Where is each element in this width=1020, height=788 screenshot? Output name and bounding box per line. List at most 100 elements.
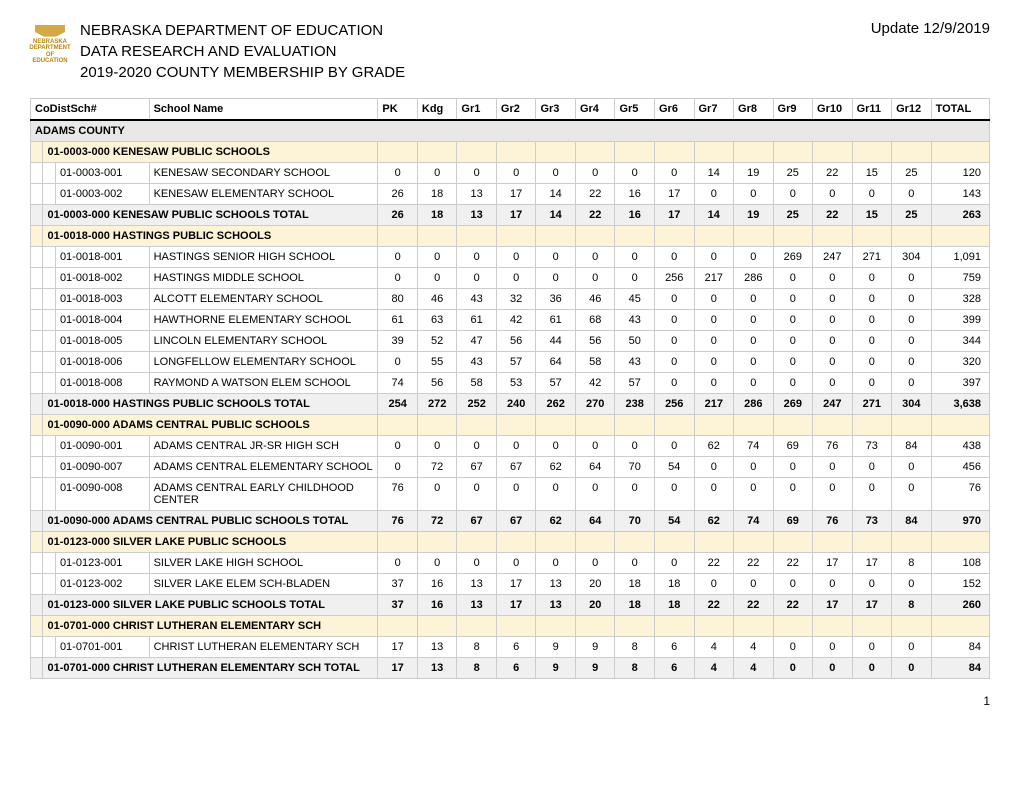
grade-value: 0 (734, 331, 774, 352)
grade-value: 0 (615, 553, 655, 574)
grade-value: 0 (457, 436, 497, 457)
school-code: 01-0018-004 (55, 310, 149, 331)
school-name: KENESAW ELEMENTARY SCHOOL (149, 184, 378, 205)
grade-value: 320 (931, 352, 989, 373)
grade-value: 970 (931, 511, 989, 532)
logo-text-line2: DEPARTMENT OF (29, 45, 70, 58)
grade-value: 0 (694, 247, 734, 268)
grade-value: 68 (575, 310, 615, 331)
school-name: HAWTHORNE ELEMENTARY SCHOOL (149, 310, 378, 331)
school-code: 01-0090-007 (55, 457, 149, 478)
grade-value: 254 (378, 394, 418, 415)
grade-value: 0 (615, 478, 655, 511)
grade-value: 0 (892, 574, 932, 595)
grade-value: 0 (852, 478, 892, 511)
grade-value: 17 (813, 553, 853, 574)
grade-value: 0 (892, 373, 932, 394)
grade-value: 76 (813, 436, 853, 457)
grade-value: 217 (694, 268, 734, 289)
grade-value: 50 (615, 331, 655, 352)
district-label: 01-0003-000 KENESAW PUBLIC SCHOOLS (43, 142, 378, 163)
grade-value: 0 (773, 658, 813, 679)
grade-value: 0 (813, 331, 853, 352)
grade-value: 0 (892, 310, 932, 331)
grade-value: 13 (417, 658, 457, 679)
grade-value: 0 (734, 478, 774, 511)
grade-value: 17 (496, 574, 536, 595)
grade-value: 57 (615, 373, 655, 394)
grade-value: 0 (773, 457, 813, 478)
col-name-header: School Name (149, 99, 378, 121)
grade-value: 0 (654, 289, 694, 310)
grade-value: 17 (852, 553, 892, 574)
grade-value: 3,638 (931, 394, 989, 415)
grade-value: 18 (654, 595, 694, 616)
grade-value: 17 (378, 658, 418, 679)
grade-value: 0 (852, 574, 892, 595)
district-total-label: 01-0701-000 CHRIST LUTHERAN ELEMENTARY S… (43, 658, 378, 679)
grade-value: 17 (813, 595, 853, 616)
grade-value: 438 (931, 436, 989, 457)
grade-value: 0 (813, 184, 853, 205)
grade-value: 456 (931, 457, 989, 478)
grade-value: 73 (852, 511, 892, 532)
grade-value: 62 (536, 511, 576, 532)
grade-value: 14 (694, 205, 734, 226)
table-row: 01-0018-004HAWTHORNE ELEMENTARY SCHOOL61… (31, 310, 990, 331)
table-row: 01-0090-008ADAMS CENTRAL EARLY CHILDHOOD… (31, 478, 990, 511)
grade-value: 0 (496, 247, 536, 268)
grade-value: 15 (852, 163, 892, 184)
grade-value: 143 (931, 184, 989, 205)
grade-value: 270 (575, 394, 615, 415)
grade-value: 286 (734, 394, 774, 415)
grade-value: 20 (575, 574, 615, 595)
grade-value: 42 (575, 373, 615, 394)
grade-value: 17 (852, 595, 892, 616)
grade-value: 0 (378, 247, 418, 268)
grade-value: 63 (417, 310, 457, 331)
grade-value: 0 (496, 163, 536, 184)
grade-value: 0 (694, 310, 734, 331)
grade-value: 43 (615, 352, 655, 373)
grade-value: 25 (773, 163, 813, 184)
grade-value: 58 (575, 352, 615, 373)
table-row: 01-0090-001ADAMS CENTRAL JR-SR HIGH SCH0… (31, 436, 990, 457)
school-name: HASTINGS SENIOR HIGH SCHOOL (149, 247, 378, 268)
grade-value: 56 (575, 331, 615, 352)
grade-value: 74 (378, 373, 418, 394)
grade-value: 9 (575, 637, 615, 658)
grade-value: 69 (773, 436, 813, 457)
grade-value: 0 (694, 373, 734, 394)
grade-value: 22 (694, 595, 734, 616)
grade-value: 25 (892, 163, 932, 184)
grade-value: 14 (536, 184, 576, 205)
grade-value: 247 (813, 247, 853, 268)
col-gr7-header: Gr7 (694, 99, 734, 121)
grade-value: 263 (931, 205, 989, 226)
grade-value: 0 (457, 163, 497, 184)
grade-value: 0 (575, 268, 615, 289)
grade-value: 260 (931, 595, 989, 616)
col-pk-header: PK (378, 99, 418, 121)
grade-value: 0 (892, 289, 932, 310)
grade-value: 0 (654, 373, 694, 394)
grade-value: 4 (734, 658, 774, 679)
grade-value: 8 (457, 637, 497, 658)
grade-value: 0 (378, 457, 418, 478)
grade-value: 44 (536, 331, 576, 352)
grade-value: 84 (931, 658, 989, 679)
col-gr1-header: Gr1 (457, 99, 497, 121)
grade-value: 0 (852, 457, 892, 478)
grade-value: 0 (496, 436, 536, 457)
table-row: 01-0018-003ALCOTT ELEMENTARY SCHOOL80464… (31, 289, 990, 310)
grade-value: 52 (417, 331, 457, 352)
grade-value: 72 (417, 457, 457, 478)
grade-value: 42 (496, 310, 536, 331)
district-total-label: 01-0123-000 SILVER LAKE PUBLIC SCHOOLS T… (43, 595, 378, 616)
grade-value: 16 (417, 595, 457, 616)
grade-value: 0 (694, 331, 734, 352)
grade-value: 0 (892, 268, 932, 289)
grade-value: 6 (654, 658, 694, 679)
grade-value: 0 (378, 553, 418, 574)
school-name: ALCOTT ELEMENTARY SCHOOL (149, 289, 378, 310)
